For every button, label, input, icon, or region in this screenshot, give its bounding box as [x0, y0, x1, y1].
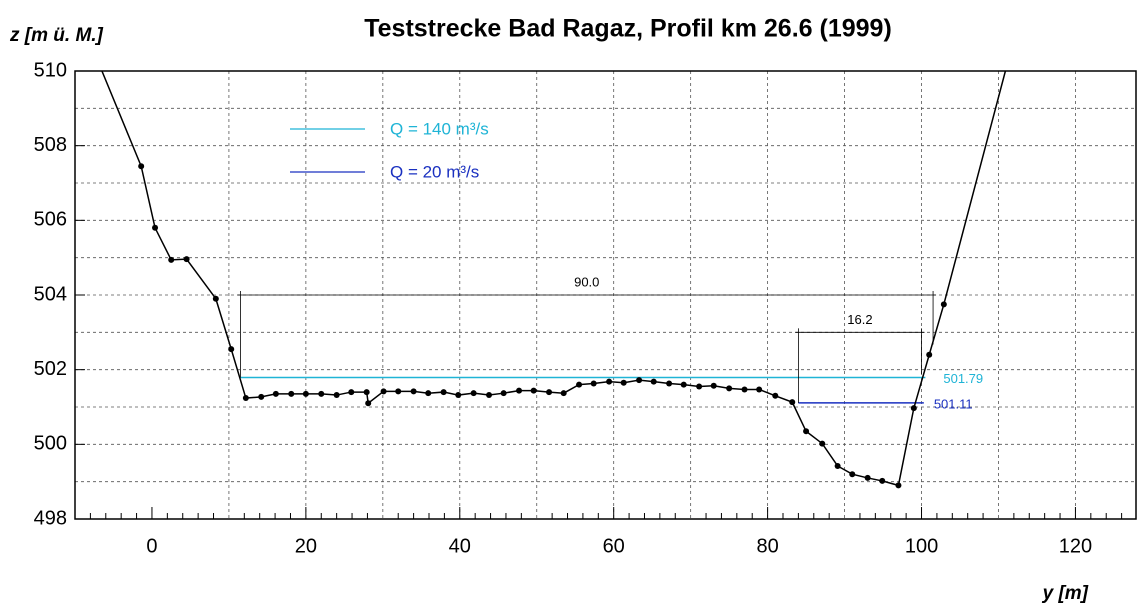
profile-point [486, 392, 493, 399]
profile-point [183, 256, 190, 263]
profile-point [138, 163, 145, 170]
y-axis-label: z [m ü. M.] [9, 25, 104, 46]
profile-point [348, 389, 355, 396]
profile-point [803, 428, 810, 435]
profile-point [940, 301, 947, 308]
profile-point [152, 224, 159, 231]
profile-point [590, 380, 597, 387]
x-tick-label: 80 [756, 535, 778, 557]
profile-point [530, 387, 537, 394]
profile-point [650, 378, 657, 385]
y-tick-label: 502 [34, 358, 67, 380]
profile-point [910, 405, 917, 412]
profile-point [365, 400, 372, 407]
profile-point [666, 380, 673, 387]
legend-label: Q = 20 m³/s [390, 162, 479, 181]
profile-point [864, 474, 871, 481]
profile-point [849, 471, 856, 478]
profile-point [926, 351, 933, 358]
y-tick-label: 506 [34, 209, 67, 231]
profile-point [789, 399, 796, 406]
x-tick-label: 100 [905, 535, 938, 557]
dimension-label: 16.2 [847, 312, 872, 327]
profile-point [212, 295, 219, 302]
y-tick-label: 508 [34, 134, 67, 156]
profile-point [242, 395, 249, 402]
profile-point [168, 256, 175, 263]
y-tick-label: 500 [34, 433, 67, 455]
profile-point [772, 392, 779, 399]
profile-point [680, 381, 687, 388]
profile-point [272, 390, 279, 397]
profile-point [302, 390, 309, 397]
x-tick-label: 20 [295, 535, 317, 557]
profile-point [620, 379, 627, 386]
water-level-label: 501.79 [943, 371, 983, 386]
profile-point [576, 381, 583, 388]
profile-point [741, 386, 748, 393]
profile-point [363, 389, 370, 396]
profile-point [819, 440, 826, 447]
profile-point [333, 392, 340, 399]
profile-point [395, 388, 402, 395]
water-level-label: 501.11 [934, 396, 973, 411]
profile-point [756, 386, 763, 393]
y-tick-label: 504 [34, 283, 67, 305]
y-tick-label: 498 [34, 507, 67, 529]
profile-point [258, 393, 265, 400]
x-tick-label: 60 [603, 535, 625, 557]
dimension-label: 90.0 [574, 274, 599, 289]
profile-point [318, 390, 325, 397]
profile-point [834, 462, 841, 469]
x-axis-label: y [m] [1042, 583, 1089, 604]
profile-point [726, 385, 733, 392]
profile-point [516, 387, 523, 394]
plot-area [101, 71, 1007, 489]
profile-point [546, 389, 553, 396]
profile-point [710, 382, 717, 389]
profile-point [288, 390, 295, 397]
y-tick-label: 510 [34, 59, 67, 81]
profile-point [895, 482, 902, 489]
profile-point [636, 377, 643, 384]
profile-point [560, 390, 567, 397]
profile-point [879, 477, 886, 484]
chart-title: Teststrecke Bad Ragaz, Profil km 26.6 (1… [364, 15, 892, 43]
profile-line [101, 71, 1007, 487]
profile-point [425, 390, 432, 397]
profile-point [455, 392, 462, 399]
profile-point [410, 388, 417, 395]
x-tick-label: 120 [1059, 535, 1092, 557]
legend-label: Q = 140 m³/s [390, 119, 489, 138]
profile-point [228, 346, 235, 353]
profile-point [500, 390, 507, 397]
profile-point [470, 390, 477, 397]
x-tick-label: 40 [449, 535, 471, 557]
x-tick-label: 0 [146, 535, 157, 557]
profile-point [380, 388, 387, 395]
profile-point [440, 389, 447, 396]
profile-point [606, 378, 613, 385]
profile-point [696, 383, 703, 390]
